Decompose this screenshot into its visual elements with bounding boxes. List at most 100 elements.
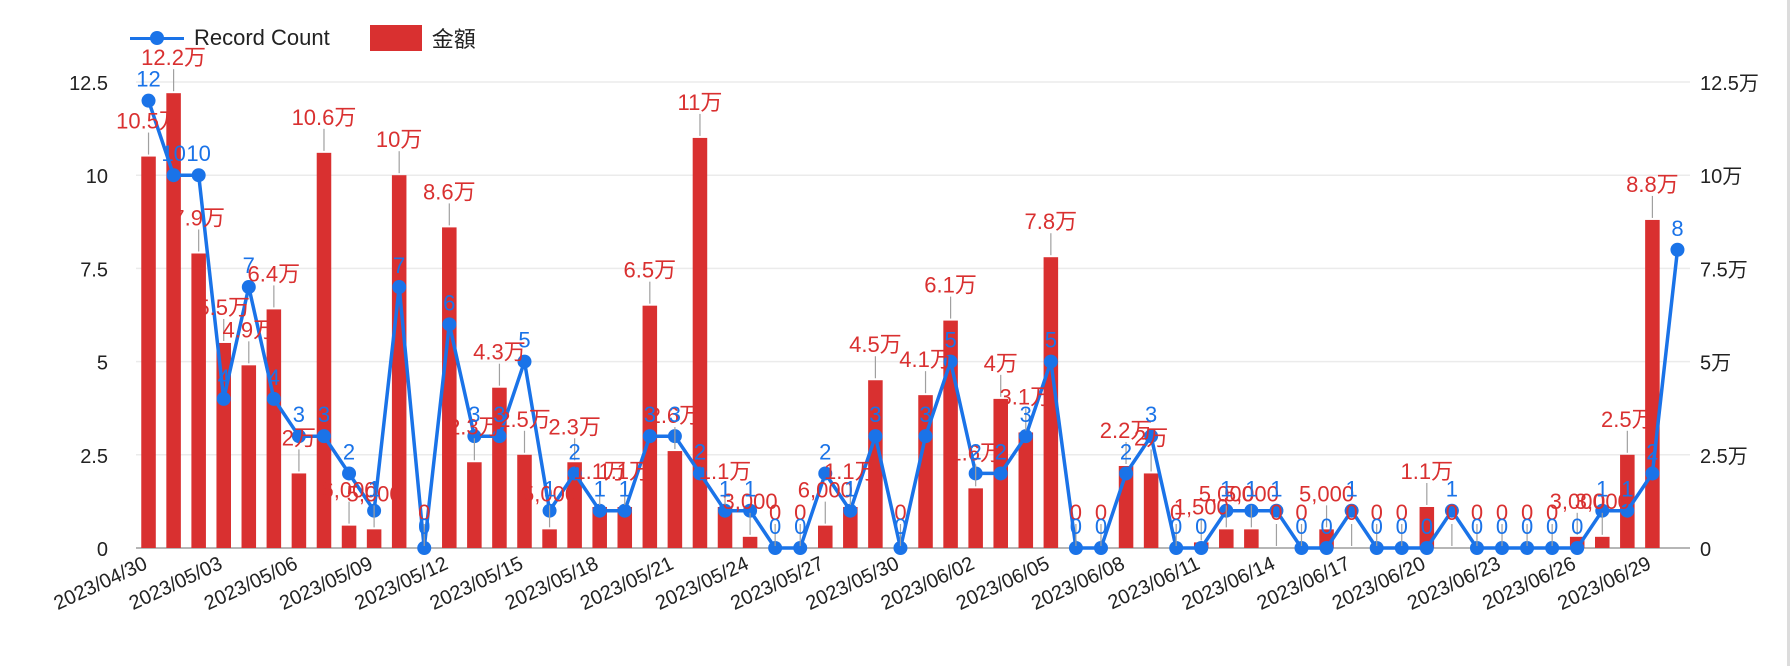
bar-data-label: 1,500 [1174, 494, 1229, 519]
line-point [567, 466, 582, 481]
bar-data-label: 1.1万 [1401, 459, 1454, 484]
line-data-label: 1 [1346, 477, 1358, 502]
line-data-label: 1 [1596, 477, 1608, 502]
line-data-label: 3 [493, 402, 505, 427]
line-data-label: 1 [1245, 477, 1257, 502]
line-data-label: 2 [569, 439, 581, 464]
line-data-label: 0 [1421, 514, 1433, 539]
bar-data-label: 2万 [1134, 425, 1168, 450]
line-data-label: 1 [1446, 477, 1458, 502]
left-axis-tick-label: 10 [86, 166, 108, 188]
bar [166, 93, 181, 549]
legend-item-amount[interactable]: 金額 [369, 22, 476, 54]
legend-bar-swatch [369, 25, 422, 51]
bar [968, 488, 983, 548]
bar [141, 156, 156, 548]
bar-data-label: 0 [1070, 500, 1082, 525]
bar-data-label: 0 [1295, 500, 1307, 525]
line-data-label: 3 [318, 402, 330, 427]
line-data-label: 2 [995, 439, 1007, 464]
bar-data-label: 6.4万 [248, 261, 301, 286]
line-point [1093, 541, 1108, 555]
bar-data-label: 5,000 [522, 481, 577, 506]
line-data-label: 0 [418, 514, 430, 539]
line-data-label: 1 [844, 477, 856, 502]
line-data-label: 4 [268, 365, 280, 390]
line-point [592, 503, 607, 518]
bar [391, 175, 407, 548]
right-axis-tick-label: 0 [1700, 539, 1711, 561]
line-data-label: 2 [819, 439, 831, 464]
bar-data-label: 2.6万 [649, 403, 702, 428]
left-axis-tick-label: 0 [97, 539, 108, 561]
line-data-label: 2 [970, 439, 982, 464]
bar-data-label: 1.1万 [598, 459, 651, 484]
line-data-label: 0 [1546, 514, 1558, 539]
line-point [718, 503, 733, 518]
bar-data-label: 6.5万 [624, 258, 677, 283]
line-point [191, 168, 206, 183]
bar-data-label: 3,000 [1575, 489, 1630, 514]
left-axis-tick-label: 12.5 [69, 73, 108, 95]
line-point [1545, 541, 1560, 555]
line-data-label: 5 [1045, 328, 1057, 353]
bar-data-label: 8.6万 [423, 179, 476, 204]
bar [341, 525, 357, 548]
line-data-label: 2 [1646, 439, 1658, 464]
line-data-label: 0 [1371, 514, 1383, 539]
line-data-label: 0 [1396, 514, 1408, 539]
bar [241, 365, 257, 548]
line-data-label: 0 [894, 514, 906, 539]
bar-data-label: 7.8万 [1025, 209, 1078, 234]
bar-data-label: 5.5万 [197, 295, 250, 320]
bar-data-label: 0 [1095, 500, 1107, 525]
line-point [1068, 541, 1083, 555]
line-point [1495, 541, 1510, 555]
line-point [442, 317, 457, 332]
line-point [492, 429, 507, 444]
bar-data-label: 0 [1396, 500, 1408, 525]
line-data-label: 1 [719, 477, 731, 502]
legend-item-record-count[interactable]: Record Count [130, 25, 330, 51]
bar-data-label: 8.8万 [1626, 172, 1679, 197]
line-data-label: 1 [1220, 477, 1232, 502]
line-data-label: 6 [443, 290, 455, 315]
line-point [918, 429, 933, 444]
bar [592, 506, 607, 548]
line-point [266, 391, 281, 406]
line-point [1319, 541, 1334, 555]
line-point [1670, 242, 1685, 257]
line-point [1469, 541, 1484, 555]
bar-data-label: 6.1万 [924, 273, 977, 298]
line-data-label: 7 [393, 253, 405, 278]
left-axis-tick-label: 2.5 [80, 446, 108, 468]
right-axis-tick-label: 5万 [1700, 353, 1731, 375]
left-axis-tick-label: 5 [97, 353, 108, 375]
right-axis-tick-label: 2.5万 [1700, 446, 1748, 468]
bar-data-label: 3.1万 [999, 384, 1052, 409]
line-point [868, 429, 883, 444]
line-data-label: 3 [1145, 402, 1157, 427]
bar-data-label: 12.2万 [141, 45, 206, 70]
bar-data-label: 0 [1170, 500, 1182, 525]
bar [266, 309, 282, 548]
bar [617, 506, 633, 548]
bar-data-label: 1.1万 [824, 459, 877, 484]
bar-data-label: 10.6万 [292, 105, 357, 130]
bar [692, 137, 708, 549]
line-data-label: 3 [468, 402, 480, 427]
line-data-label: 7 [243, 253, 255, 278]
bar-data-label: 2.3万 [448, 414, 501, 439]
bar-data-label: 5,000 [1224, 481, 1279, 506]
bar-data-label: 1.6万 [949, 440, 1002, 465]
bar-data-label: 2.5万 [1601, 407, 1654, 432]
line-point [1169, 541, 1184, 555]
line-data-label: 0 [1195, 514, 1207, 539]
bar-data-label: 0 [1546, 500, 1558, 525]
line-point [1018, 429, 1033, 444]
line-point [943, 354, 958, 369]
bar-data-label: 3,000 [723, 489, 778, 514]
bar-data-label: 0 [1471, 500, 1483, 525]
line-data-label: 0 [1070, 514, 1082, 539]
